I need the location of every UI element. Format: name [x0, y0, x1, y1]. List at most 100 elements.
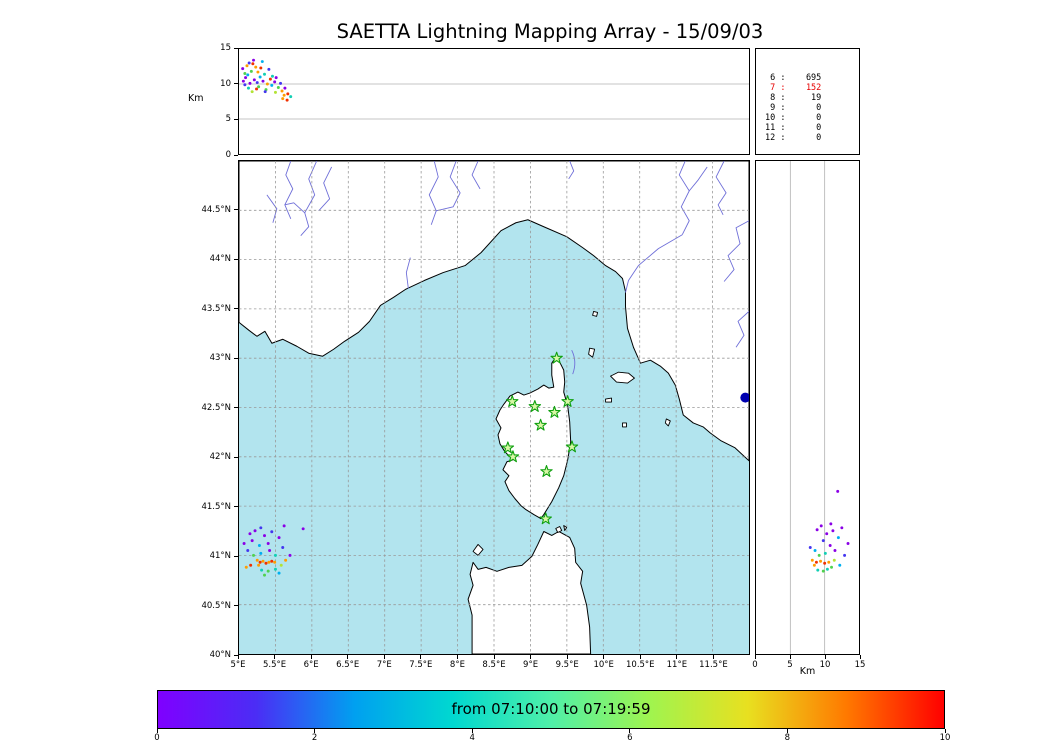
scatter-point	[263, 72, 266, 76]
gridlines	[789, 161, 826, 654]
scatter-point	[819, 559, 823, 563]
x-tick-label: 11°E	[666, 660, 688, 670]
scatter-point	[846, 542, 850, 546]
x-tick-mark	[754, 655, 756, 659]
x-tick-label: 10.5°E	[626, 660, 655, 670]
scatter-point	[252, 78, 256, 82]
y-tick-label: 44°N	[209, 254, 231, 264]
colorbar-gradient	[158, 691, 944, 728]
y-tick-mark	[234, 654, 238, 656]
x-tick-label: 5.5°E	[262, 660, 287, 670]
rivers	[266, 161, 749, 375]
stats-row: 12 : 0	[765, 133, 822, 143]
stats-row: 10 : 0	[765, 113, 822, 123]
scatter-point	[279, 81, 283, 85]
scatter-point	[260, 568, 264, 572]
colorbar-tick-mark	[471, 729, 473, 733]
scatter-point	[254, 65, 258, 69]
scatter-point	[843, 553, 847, 557]
scatter-point	[273, 80, 277, 84]
x-tick-label: 7.5°E	[409, 660, 433, 670]
scatter-point	[244, 76, 248, 80]
scatter-point	[258, 560, 262, 564]
x-tick-mark	[824, 655, 826, 659]
colorbar-tick-label: 10	[939, 733, 951, 743]
scatter-point	[244, 565, 248, 569]
scatter-point	[261, 79, 265, 83]
x-tick-mark	[237, 655, 239, 659]
y-tick-label: 5	[225, 114, 231, 125]
scatter-point	[259, 66, 263, 70]
x-tick-label: 10°E	[593, 660, 614, 670]
coastline-corsica	[495, 356, 572, 520]
scatter-point	[831, 529, 835, 533]
x-tick-label: 6°E	[303, 660, 319, 670]
scatter-point	[283, 86, 287, 90]
y-tick-mark	[234, 456, 238, 458]
scatter-point	[840, 526, 844, 530]
y-tick-mark	[234, 357, 238, 359]
y-tick-label: 40.5°N	[201, 600, 231, 611]
scatter-point	[248, 81, 252, 85]
station-markers	[501, 351, 579, 525]
scatter-point	[821, 569, 825, 573]
scatter-point	[250, 90, 254, 94]
scatter-point	[270, 83, 274, 87]
colorbar-tick-mark	[944, 729, 946, 733]
scatter-point	[266, 569, 270, 573]
colorbar: from 07:10:00 to 07:19:59	[157, 690, 945, 729]
scatter-point	[257, 563, 261, 567]
y-tick-label: 40°N	[209, 650, 231, 660]
scatter-point	[256, 70, 260, 74]
x-tick-mark	[493, 655, 495, 659]
scatter-point	[284, 558, 288, 562]
scatter-point	[266, 542, 270, 546]
scatter-point	[821, 539, 825, 543]
x-tick-label: 9°E	[523, 660, 539, 670]
y-tick-mark	[234, 555, 238, 557]
scatter-point	[263, 90, 267, 94]
scatter-point	[281, 97, 285, 101]
altitude-axis-label-right: Km	[799, 666, 816, 677]
scatter-point	[265, 82, 269, 86]
scatter-point	[829, 522, 833, 526]
lightning-sources	[241, 58, 293, 102]
y-tick-label: 0	[225, 150, 231, 160]
scatter-point	[252, 58, 256, 62]
scatter-point	[277, 536, 281, 540]
altitude-axis-label-left: Km	[188, 93, 204, 104]
x-tick-label: 7°E	[376, 660, 392, 670]
gridlines	[239, 83, 749, 120]
scatter-point	[253, 529, 257, 533]
scatter-point	[249, 563, 253, 567]
scatter-point	[252, 553, 256, 557]
station-star	[550, 351, 563, 364]
scatter-point	[810, 558, 814, 562]
station-star	[548, 405, 561, 418]
scatter-point	[273, 560, 277, 564]
scatter-point	[819, 524, 823, 528]
scatter-point	[808, 546, 812, 550]
scatter-point	[243, 83, 247, 87]
x-tick-mark	[639, 655, 641, 659]
stats-row: 6 : 695	[765, 73, 822, 83]
coastline-sardinia	[467, 530, 592, 654]
scatter-point	[268, 549, 272, 553]
scatter-point	[249, 69, 253, 73]
panel-source-counts: 6 : 695 7 : 152 8 : 19 9 : 0 10 : 0 11 : 0…	[755, 48, 860, 155]
x-tick-mark	[676, 655, 678, 659]
scatter-point	[277, 571, 281, 575]
station-star	[501, 441, 515, 454]
station-star	[539, 512, 552, 525]
station-star	[506, 395, 519, 407]
colorbar-tick-mark	[629, 729, 631, 733]
x-tick-label: 5	[787, 660, 793, 670]
x-tick-mark	[789, 655, 791, 659]
y-tick-mark	[234, 118, 238, 120]
scatter-point	[247, 61, 251, 65]
station-star	[561, 395, 574, 407]
scatter-point	[836, 536, 840, 540]
panel-map	[238, 160, 750, 655]
scatter-point	[823, 561, 827, 565]
scatter-point	[816, 568, 820, 572]
